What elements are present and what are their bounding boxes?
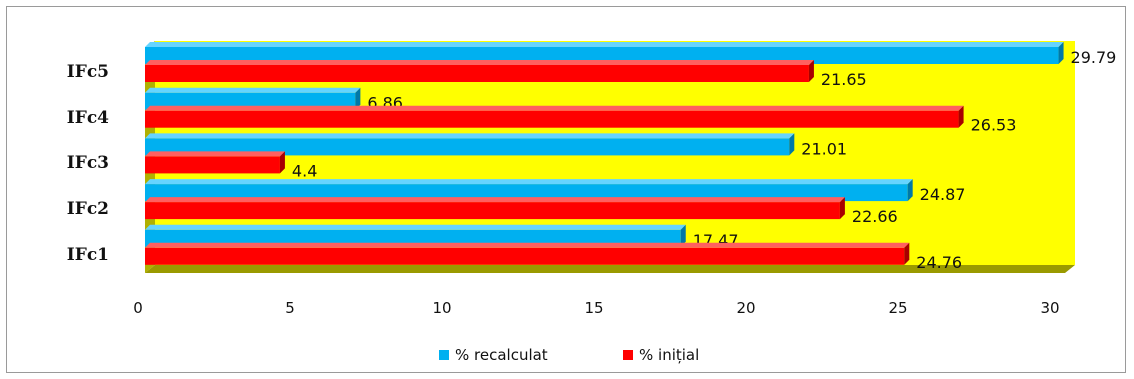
bar	[145, 87, 361, 110]
bars-group: 29.7921.656.8626.5321.014.424.8722.6617.…	[145, 42, 1116, 272]
legend-swatch-recalculat	[439, 350, 449, 360]
legend: % recalculat % inițial	[439, 346, 699, 364]
bar-front	[145, 47, 1059, 64]
x-tick-label: 0	[133, 299, 143, 317]
legend-label-recalculat: % recalculat	[455, 346, 548, 364]
legend-swatch-initial	[623, 350, 633, 360]
bar-top	[145, 197, 845, 203]
data-label: 24.87	[920, 185, 966, 204]
bar-top	[145, 179, 913, 185]
bar	[145, 197, 845, 220]
category-label: IFc5	[67, 62, 109, 82]
legend-label-initial: % inițial	[639, 346, 699, 364]
bar	[145, 105, 964, 128]
data-label: 21.01	[801, 139, 847, 158]
bar	[145, 60, 814, 82]
bar	[145, 224, 686, 247]
data-label: 22.66	[852, 207, 898, 226]
data-label: 26.53	[971, 116, 1017, 135]
bar-front	[145, 110, 959, 128]
bar-end	[907, 179, 913, 202]
data-label: 4.4	[292, 161, 317, 180]
bar-top	[145, 87, 361, 93]
bar-front	[145, 229, 681, 247]
bar-end	[1058, 42, 1064, 64]
data-label: 21.65	[821, 70, 867, 89]
bar-end	[839, 197, 845, 220]
bar-end	[808, 60, 814, 82]
x-tick-label: 25	[888, 299, 907, 317]
bar-front	[145, 202, 840, 220]
data-label: 29.79	[1071, 48, 1117, 67]
bar-top	[145, 42, 1064, 47]
data-label: 24.76	[916, 253, 962, 272]
category-label: IFc2	[67, 199, 109, 219]
category-label: IFc4	[67, 108, 109, 128]
x-tick-label: 10	[432, 299, 451, 317]
bar	[145, 42, 1064, 64]
bar-front	[145, 138, 790, 156]
bar-chart: IFc5 IFc4 IFc3 IFc2 IFc1 0 5 10 15 20 25…	[67, 41, 1116, 364]
bar-end	[355, 87, 361, 110]
plot-floor	[145, 265, 1075, 273]
bar-end	[279, 151, 285, 174]
bar	[145, 179, 913, 202]
bar-front	[145, 65, 809, 82]
bar-end	[789, 133, 795, 156]
x-tick-label: 15	[584, 299, 603, 317]
category-label: IFc3	[67, 153, 109, 173]
bar	[145, 242, 910, 265]
bar-top	[145, 60, 814, 65]
x-tick-label: 5	[285, 299, 295, 317]
bar-front	[145, 184, 908, 202]
bar-top	[145, 242, 910, 248]
bar-end	[958, 105, 964, 128]
bar-top	[145, 105, 964, 111]
x-tick-label: 30	[1040, 299, 1059, 317]
bar-top	[145, 133, 795, 139]
bar-front	[145, 156, 280, 174]
bar-front	[145, 92, 356, 110]
category-label: IFc1	[67, 245, 109, 265]
bar	[145, 133, 795, 156]
bar-end	[680, 224, 686, 247]
bar-top	[145, 224, 686, 230]
bar	[145, 151, 285, 174]
bar-end	[904, 242, 910, 265]
bar-top	[145, 151, 285, 157]
chart-frame: IFc5 IFc4 IFc3 IFc2 IFc1 0 5 10 15 20 25…	[6, 6, 1126, 373]
x-tick-label: 20	[736, 299, 755, 317]
bar-front	[145, 247, 905, 265]
